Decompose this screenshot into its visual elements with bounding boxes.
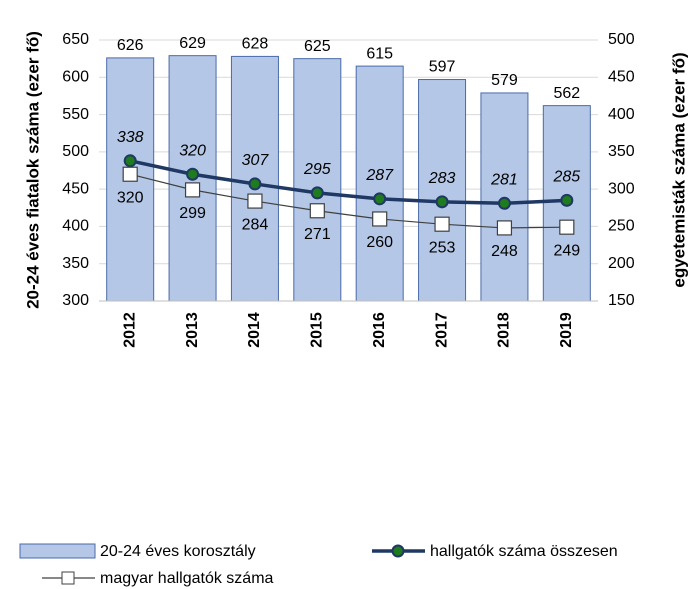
line-value-label: 260 <box>366 234 393 251</box>
x-tick-label: 2015 <box>309 312 326 348</box>
marker <box>310 186 324 200</box>
y2-tick-label: 300 <box>608 180 635 197</box>
line-value-label: 271 <box>304 226 331 243</box>
y-tick-label: 300 <box>62 292 89 309</box>
bar-value-label: 615 <box>366 45 393 62</box>
bar-value-label: 629 <box>179 35 206 52</box>
legend-label: hallgatók száma összesen <box>430 543 618 560</box>
y2-tick-label: 200 <box>608 255 635 272</box>
marker <box>497 196 511 210</box>
x-tick-label: 2014 <box>246 312 263 348</box>
y-tick-label: 450 <box>62 180 89 197</box>
bar-value-label: 579 <box>491 72 518 89</box>
line-value-label: 285 <box>552 169 580 186</box>
bar <box>355 65 404 302</box>
y2-tick-label: 350 <box>608 143 635 160</box>
x-tick-label: 2019 <box>558 312 575 348</box>
legend-marker <box>391 544 405 558</box>
bar <box>418 79 467 302</box>
y-tick-label: 650 <box>62 31 89 48</box>
marker <box>248 177 262 191</box>
marker <box>123 154 137 168</box>
y-tick-label: 400 <box>62 218 89 235</box>
y-axis-title: 20-24 éves fiatalok száma (ezer fő) <box>23 31 42 309</box>
marker <box>372 211 388 227</box>
line-value-label: 284 <box>242 216 269 233</box>
line-value-label: 338 <box>117 129 144 146</box>
y-tick-label: 500 <box>62 143 89 160</box>
legend-swatch <box>19 543 96 559</box>
legend-label: magyar hallgatók száma <box>100 570 274 587</box>
marker <box>122 166 138 182</box>
marker <box>184 182 201 198</box>
bar-value-label: 628 <box>242 36 269 53</box>
line-value-label: 249 <box>553 242 580 259</box>
line-value-label: 248 <box>491 243 518 260</box>
marker <box>247 193 263 209</box>
marker <box>559 219 575 235</box>
y-tick-label: 600 <box>62 69 89 86</box>
legend-marker <box>61 571 75 585</box>
x-tick-label: 2018 <box>496 312 513 348</box>
marker <box>496 220 513 236</box>
y2-tick-label: 150 <box>608 292 635 309</box>
bar-value-label: 597 <box>429 59 456 76</box>
line-value-label: 320 <box>179 142 206 159</box>
x-tick-label: 2012 <box>121 312 138 348</box>
line-value-label: 295 <box>303 161 331 178</box>
y-tick-label: 550 <box>62 106 89 123</box>
legend-label: 20-24 éves korosztály <box>100 543 256 560</box>
bar <box>293 58 342 302</box>
y2-tick-label: 500 <box>608 31 635 48</box>
bar-value-label: 626 <box>117 37 144 54</box>
x-tick-label: 2013 <box>184 312 201 348</box>
line <box>129 159 567 206</box>
marker <box>186 167 200 181</box>
y2-tick-label: 250 <box>608 218 635 235</box>
y2-tick-label: 450 <box>608 69 635 86</box>
line-value-label: 253 <box>429 239 456 256</box>
line-value-label: 281 <box>490 172 518 189</box>
marker <box>434 216 450 232</box>
marker <box>309 203 325 219</box>
x-tick-label: 2016 <box>371 312 388 348</box>
line-value-label: 287 <box>365 167 394 184</box>
bar-value-label: 625 <box>304 38 331 55</box>
line-value-label: 320 <box>117 189 144 206</box>
y2-axis-title: egyetemisták száma (ezer fő) <box>669 52 688 287</box>
line-value-label: 307 <box>242 152 270 169</box>
y2-tick-label: 400 <box>608 106 635 123</box>
x-tick-label: 2017 <box>433 312 450 348</box>
marker <box>373 192 387 206</box>
line <box>130 173 567 229</box>
marker <box>560 193 574 207</box>
bar-value-label: 562 <box>553 85 580 102</box>
y-tick-label: 350 <box>62 255 89 272</box>
line-value-label: 283 <box>428 170 456 187</box>
line-value-label: 299 <box>179 205 206 222</box>
marker <box>435 195 449 209</box>
